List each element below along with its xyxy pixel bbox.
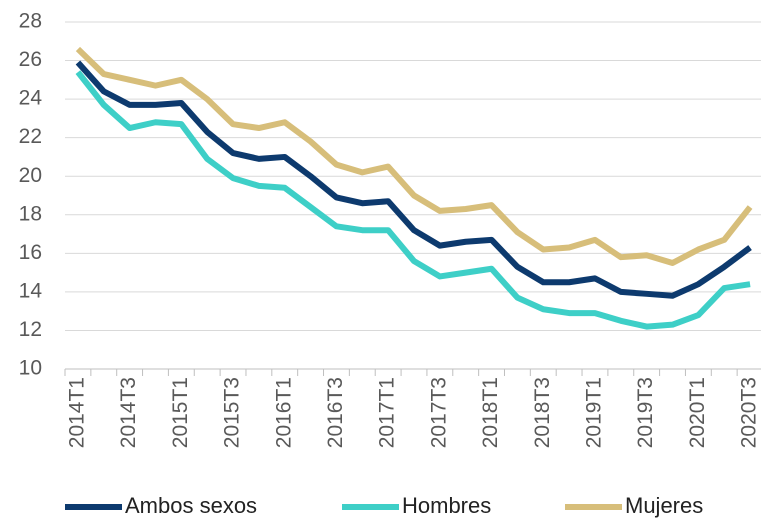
y-tick-label: 16 bbox=[19, 241, 42, 264]
legend-label: Ambos sexos bbox=[125, 493, 257, 518]
y-tick-label: 22 bbox=[19, 125, 42, 148]
y-tick-label: 10 bbox=[19, 357, 42, 380]
y-tick-label: 14 bbox=[19, 279, 43, 302]
x-tick-label: 2016T1 bbox=[272, 377, 295, 448]
series-line bbox=[75, 70, 751, 330]
x-tick-label: 2018T1 bbox=[479, 377, 502, 448]
x-tick-label: 2015T1 bbox=[169, 377, 192, 448]
y-tick-label: 20 bbox=[19, 164, 42, 187]
y-tick-label: 26 bbox=[19, 48, 42, 71]
x-tick-label: 2019T3 bbox=[634, 377, 657, 448]
x-tick-label: 2014T1 bbox=[65, 377, 88, 448]
x-tick-label: 2018T3 bbox=[531, 377, 554, 448]
y-tick-label: 24 bbox=[19, 87, 43, 110]
y-tick-label: 12 bbox=[19, 318, 42, 341]
x-tick-label: 2017T3 bbox=[427, 377, 450, 448]
legend-label: Mujeres bbox=[625, 493, 703, 518]
x-tick-label: 2015T3 bbox=[221, 377, 244, 448]
series-line bbox=[75, 46, 753, 266]
x-tick-label: 2016T3 bbox=[324, 377, 347, 448]
y-tick-label: 18 bbox=[19, 202, 42, 225]
x-tick-label: 2014T3 bbox=[117, 377, 140, 448]
series-line bbox=[75, 60, 752, 299]
x-tick-label: 2020T3 bbox=[738, 377, 761, 448]
x-tick-label: 2020T1 bbox=[686, 377, 709, 448]
x-tick-label: 2019T1 bbox=[583, 377, 606, 448]
y-tick-label: 28 bbox=[19, 10, 42, 33]
x-tick-label: 2017T1 bbox=[376, 377, 399, 448]
legend-label: Hombres bbox=[402, 493, 491, 518]
